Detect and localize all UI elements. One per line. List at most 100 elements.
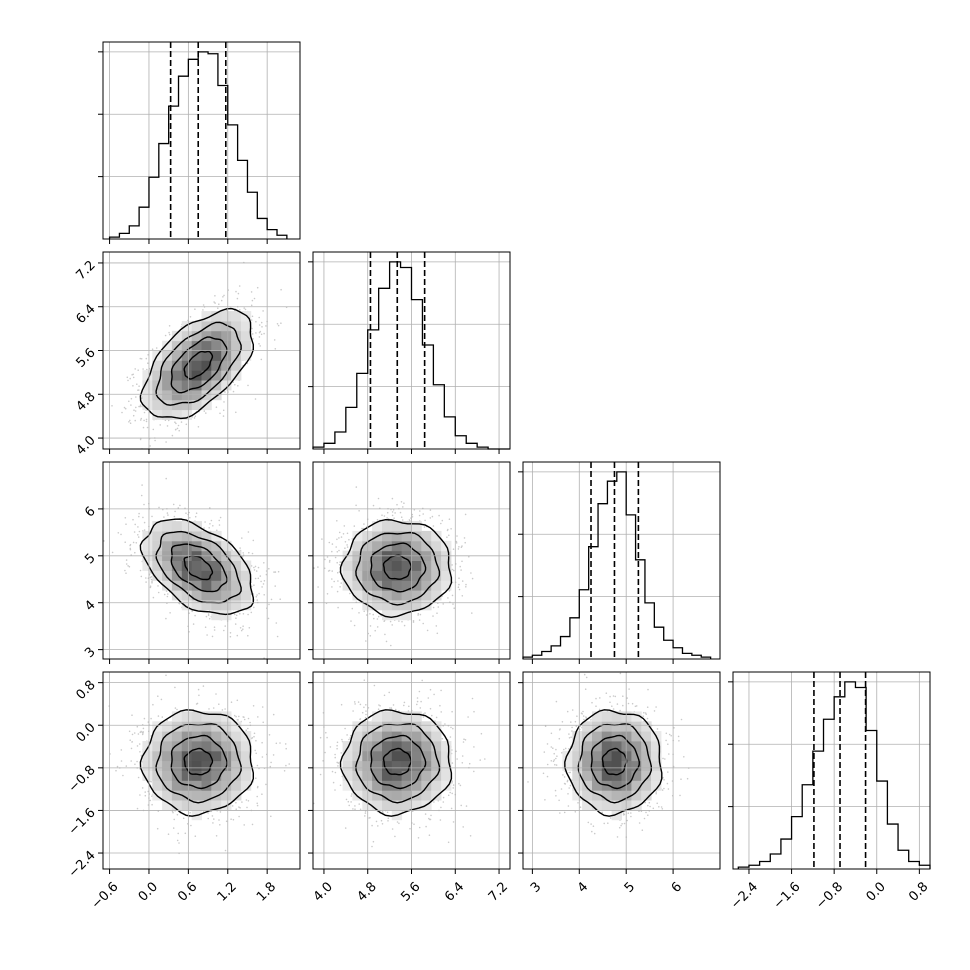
- density-cell: [382, 731, 393, 742]
- density-cell: [631, 780, 642, 791]
- density-cell: [152, 560, 163, 571]
- density-cell: [152, 770, 163, 781]
- density-cell: [240, 770, 252, 781]
- density-cell: [201, 350, 212, 361]
- density-cell: [441, 770, 452, 781]
- density-cell: [142, 380, 153, 391]
- density-cell: [231, 580, 242, 591]
- density-cell: [240, 580, 252, 591]
- density-cell: [391, 521, 403, 532]
- density-cell: [181, 340, 193, 351]
- density-cell: [401, 570, 412, 581]
- density-cell: [601, 770, 613, 781]
- density-cell: [201, 760, 212, 771]
- density-cell: [142, 760, 153, 771]
- density-cell: [611, 780, 622, 791]
- density-cell: [211, 770, 222, 781]
- density-cell: [181, 380, 193, 391]
- density-cell: [391, 590, 403, 601]
- density-cell: [162, 350, 173, 361]
- density-cell: [391, 711, 403, 722]
- density-cell: [211, 731, 222, 742]
- density-cell: [211, 760, 222, 771]
- density-cell: [162, 521, 173, 532]
- density-cell: [181, 731, 193, 742]
- hist-panel-3-bg: [733, 672, 930, 869]
- density-cell: [621, 750, 632, 762]
- density-cell: [162, 580, 173, 591]
- density-cell: [631, 741, 642, 752]
- density-cell: [421, 530, 432, 542]
- density-cell: [631, 770, 642, 781]
- density-cell: [162, 530, 173, 542]
- density-cell: [162, 570, 173, 581]
- density-cell: [171, 760, 183, 771]
- density-cell: [421, 570, 432, 581]
- y-tick-label: 6: [82, 504, 98, 520]
- density-cell: [352, 780, 363, 791]
- density-cell: [611, 750, 622, 762]
- density-cell: [431, 580, 442, 591]
- density-cell: [382, 590, 393, 601]
- x-tick-label: 4: [575, 879, 591, 895]
- density-cell: [142, 750, 153, 762]
- density-cell: [171, 350, 183, 361]
- density-cell: [592, 790, 603, 801]
- density-cell: [382, 609, 393, 621]
- density-cell: [391, 750, 403, 762]
- density-cell: [411, 731, 422, 742]
- density-cell: [191, 350, 202, 361]
- density-cell: [401, 741, 412, 752]
- density-cell: [240, 741, 252, 752]
- y-tick-label: 4.8: [73, 389, 98, 414]
- density-cell: [162, 780, 173, 791]
- density-cell: [592, 780, 603, 791]
- density-cell: [191, 560, 202, 571]
- density-cell: [411, 530, 422, 542]
- density-cell: [181, 320, 193, 332]
- contour-1: [370, 734, 427, 790]
- density-cell: [171, 790, 183, 801]
- density-cell: [211, 590, 222, 601]
- density-cell: [431, 530, 442, 542]
- density-cell: [431, 790, 442, 801]
- density-cell: [142, 770, 153, 781]
- y-tick-label: 6.4: [73, 302, 98, 327]
- density-cell: [211, 609, 222, 621]
- density-cell: [181, 780, 193, 791]
- density-cell: [211, 360, 222, 371]
- density-cell: [171, 590, 183, 601]
- density-cell: [592, 741, 603, 752]
- density-cell: [142, 389, 153, 401]
- y-tick-label: 4: [82, 598, 98, 614]
- density-cell: [201, 399, 212, 411]
- density-cell: [181, 330, 193, 342]
- density-cell: [631, 750, 642, 762]
- density-cell: [231, 731, 242, 742]
- density-cell: [582, 731, 593, 742]
- density-cell: [651, 770, 662, 781]
- density-cell: [171, 741, 183, 752]
- density-cell: [191, 750, 202, 762]
- density-cell: [382, 770, 393, 781]
- density-cell: [651, 780, 662, 791]
- density-cell: [162, 741, 173, 752]
- density-cell: [421, 560, 432, 571]
- density-cell: [171, 711, 183, 722]
- contour-1: [170, 543, 228, 593]
- density-cell: [411, 711, 422, 722]
- density-cell: [421, 790, 432, 801]
- density-cell: [592, 770, 603, 781]
- density-cell: [342, 570, 353, 581]
- y-tick-label: 0.8: [73, 678, 98, 703]
- density-cell: [352, 750, 363, 762]
- density-cell: [221, 580, 232, 591]
- density-cell: [631, 721, 642, 732]
- density-cell: [441, 780, 452, 791]
- density-cell: [181, 711, 193, 722]
- y-tick-label: 5: [82, 551, 98, 567]
- density-cell: [382, 760, 393, 771]
- density-cell: [191, 721, 202, 732]
- density-cell: [191, 570, 202, 581]
- density-cell: [592, 721, 603, 732]
